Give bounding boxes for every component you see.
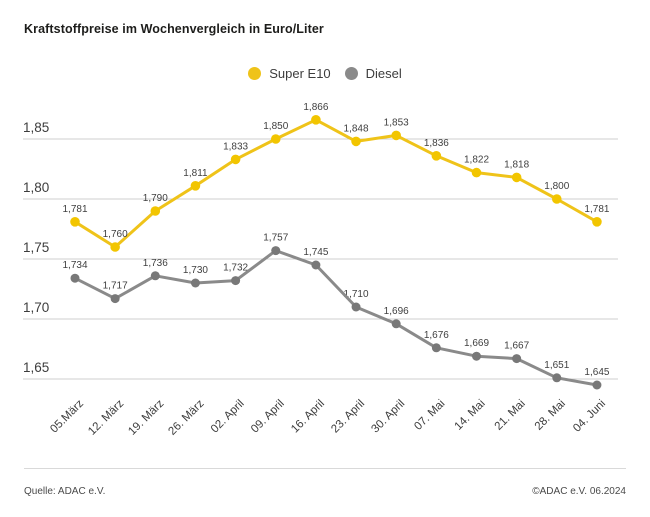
legend-label-diesel: Diesel <box>365 66 402 81</box>
y-axis-tick-label: 1,85 <box>23 120 49 135</box>
data-point-diesel <box>190 278 200 288</box>
value-label-super-e10: 1,790 <box>143 193 168 204</box>
value-label-diesel: 1,730 <box>183 265 208 276</box>
data-point-diesel <box>431 343 441 353</box>
value-label-diesel: 1,667 <box>504 341 529 352</box>
data-point-diesel <box>311 260 321 270</box>
copyright-note: ©ADAC e.V. 06.2024 <box>532 486 626 497</box>
x-axis-tick-label: 26. März <box>166 397 206 437</box>
footer-divider <box>24 468 626 469</box>
data-point-super-e10 <box>230 154 241 165</box>
data-point-diesel <box>110 294 120 304</box>
value-label-super-e10: 1,800 <box>544 181 569 192</box>
data-point-super-e10 <box>471 167 482 178</box>
x-axis-tick-label: 12. März <box>86 397 126 437</box>
value-label-diesel: 1,696 <box>384 306 409 317</box>
value-label-diesel: 1,717 <box>103 281 128 292</box>
value-label-diesel: 1,710 <box>344 289 369 300</box>
data-point-super-e10 <box>70 217 80 227</box>
data-point-super-e10 <box>270 134 281 144</box>
value-label-diesel: 1,734 <box>62 260 87 271</box>
x-axis-tick-label: 21. Mai <box>493 398 528 433</box>
legend-item-diesel: Diesel <box>344 66 402 81</box>
value-label-diesel: 1,732 <box>223 263 248 274</box>
data-point-diesel <box>231 276 241 286</box>
value-label-super-e10: 1,866 <box>303 102 328 113</box>
data-point-diesel <box>150 271 160 281</box>
value-label-diesel: 1,745 <box>303 247 328 258</box>
value-label-diesel: 1,676 <box>424 330 449 341</box>
value-label-diesel: 1,645 <box>584 367 609 378</box>
x-axis-tick-label: 09. April <box>249 398 287 436</box>
line-chart: 1,85 1,80 1,75 1,70 1,65 05.März 12. März 19. M… <box>23 102 618 438</box>
y-axis-tick-label: 1,65 <box>23 360 49 375</box>
source-note: Quelle: ADAC e.V. <box>24 486 106 497</box>
value-label-super-e10: 1,853 <box>384 117 409 128</box>
data-point-super-e10 <box>552 194 562 204</box>
x-axis-tick-label: 04. Juni <box>571 398 608 435</box>
value-label-super-e10: 1,822 <box>464 155 489 166</box>
data-point-super-e10 <box>150 206 161 216</box>
data-point-diesel <box>472 351 481 361</box>
y-axis-tick-label: 1,75 <box>23 240 49 255</box>
data-point-super-e10 <box>190 181 201 191</box>
x-axis-tick-label: 16. April <box>289 398 327 436</box>
value-label-super-e10: 1,781 <box>62 204 87 215</box>
data-point-diesel <box>552 373 562 383</box>
data-point-diesel <box>512 354 522 364</box>
diesel-legend-dot-icon <box>344 67 358 80</box>
x-axis-tick-label: 07. Mai <box>412 398 447 433</box>
value-label-diesel: 1,736 <box>143 258 168 269</box>
x-axis-tick-label: 30. April <box>369 398 407 436</box>
value-label-diesel: 1,757 <box>263 233 288 244</box>
data-point-diesel <box>391 319 401 329</box>
diesel-line <box>73 249 599 387</box>
x-axis-tick-label: 02. April <box>209 398 247 436</box>
legend-item-super-e10: Super E10 <box>248 66 331 81</box>
data-point-diesel <box>271 246 281 256</box>
legend-label-super-e10: Super E10 <box>269 66 331 81</box>
data-point-super-e10 <box>311 115 321 125</box>
value-label-super-e10: 1,850 <box>263 121 288 132</box>
super-e10-legend-dot-icon <box>248 67 262 80</box>
value-label-diesel: 1,669 <box>464 338 489 349</box>
value-label-super-e10: 1,836 <box>424 138 449 149</box>
data-point-super-e10 <box>110 242 120 252</box>
data-point-diesel <box>592 380 602 390</box>
y-axis-tick-label: 1,70 <box>23 300 49 315</box>
x-axis-tick-label: 14. Mai <box>452 398 487 433</box>
x-axis-tick-label: 28. Mai <box>533 398 568 433</box>
x-axis-tick-label: 23. April <box>329 398 367 436</box>
data-point-diesel <box>70 273 80 283</box>
data-point-super-e10 <box>431 151 442 161</box>
value-label-diesel: 1,651 <box>544 360 569 371</box>
value-label-super-e10: 1,781 <box>584 204 609 215</box>
value-label-super-e10: 1,833 <box>223 141 248 152</box>
value-label-super-e10: 1,818 <box>504 159 529 170</box>
data-point-super-e10 <box>511 172 522 183</box>
x-axis-tick-label: 05.März <box>48 397 86 435</box>
y-axis-tick-label: 1,80 <box>23 180 49 195</box>
value-label-super-e10: 1,811 <box>183 168 208 179</box>
value-label-super-e10: 1,760 <box>103 229 128 240</box>
data-point-super-e10 <box>391 130 402 141</box>
x-axis-tick-label: 19. März <box>126 397 166 437</box>
chart-title: Kraftstoffpreise im Wochenvergleich in E… <box>24 22 324 36</box>
data-point-diesel <box>351 302 361 312</box>
value-label-super-e10: 1,848 <box>344 123 369 134</box>
chart-legend: Super E10 Diesel <box>0 66 650 81</box>
super-e10-line <box>73 118 599 249</box>
data-point-super-e10 <box>592 217 602 227</box>
data-point-super-e10 <box>351 136 361 147</box>
